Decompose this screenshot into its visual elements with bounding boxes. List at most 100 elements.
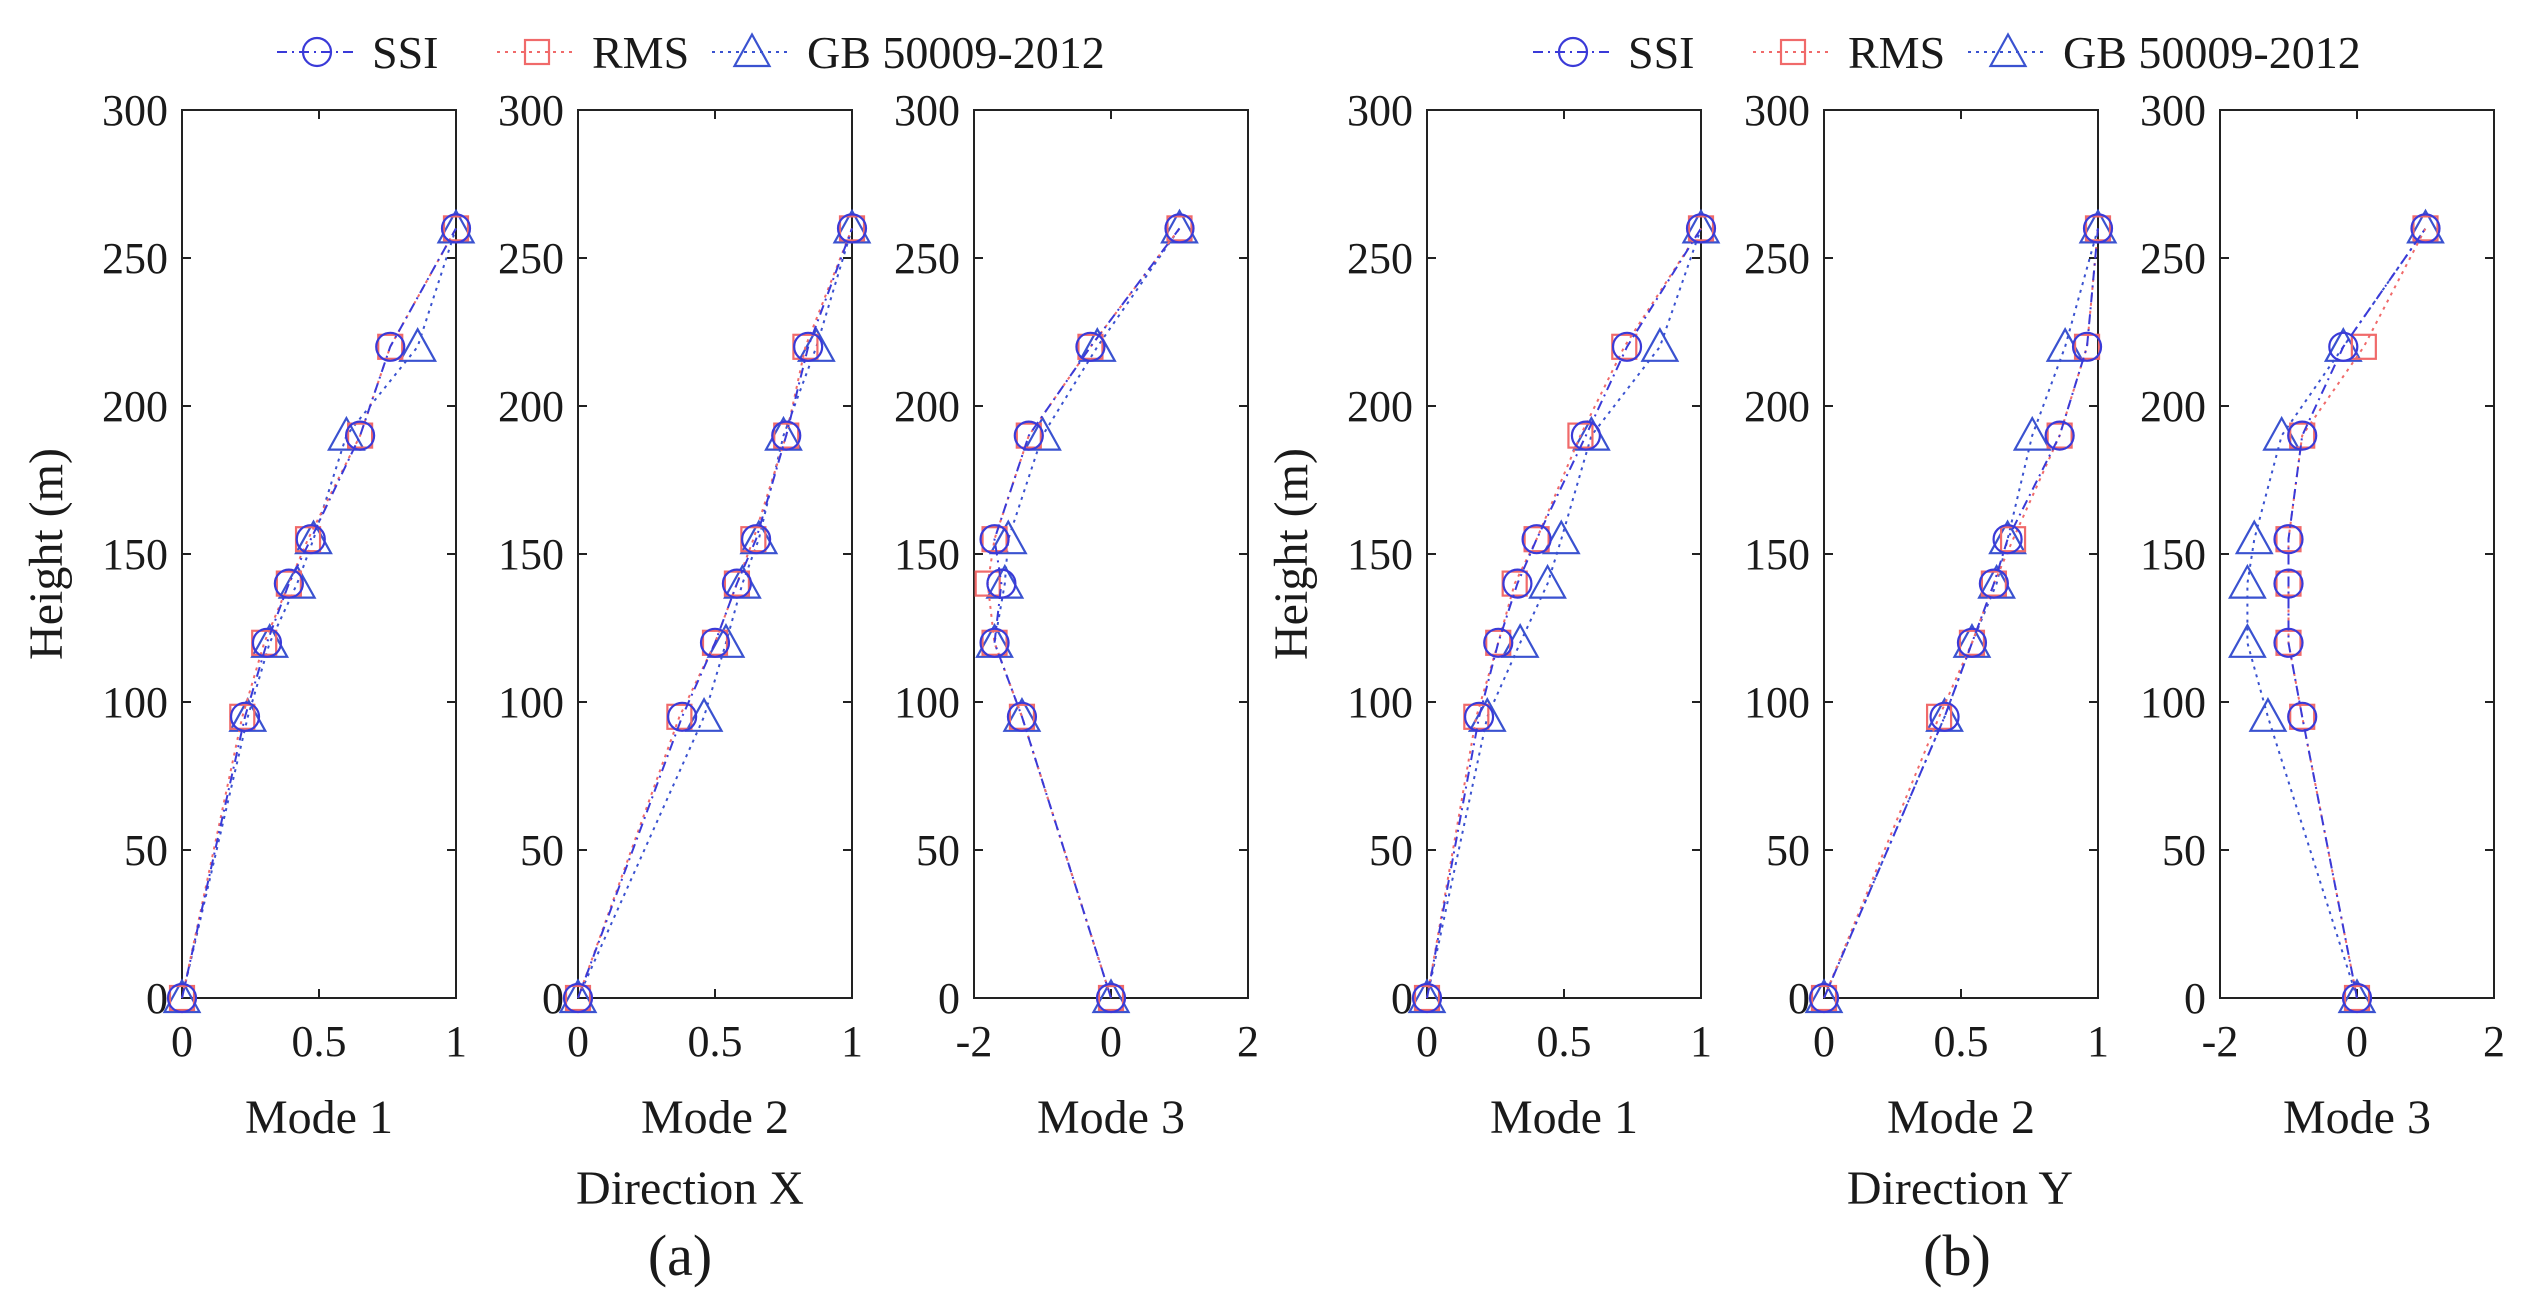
- y-tick-label: 0: [542, 974, 564, 1023]
- data-point-ssi: [2287, 701, 2318, 732]
- x-tick-label: 0.5: [688, 1017, 743, 1066]
- y-tick-label: 100: [1347, 678, 1413, 727]
- y-tick-label: 0: [2184, 974, 2206, 1023]
- series-line-rms: [577, 228, 853, 999]
- y-tick-label: 0: [1788, 974, 1810, 1023]
- data-point-rms: [2046, 422, 2073, 449]
- y-tick-label: 250: [498, 234, 564, 283]
- y-tick-label: 50: [520, 826, 564, 875]
- y-tick-label: 200: [894, 382, 960, 431]
- data-point-ssi: [979, 524, 1010, 555]
- x-tick-label: 0.5: [1537, 1017, 1592, 1066]
- data-point-rms: [2275, 629, 2302, 656]
- y-tick-label: 200: [498, 382, 564, 431]
- y-tick-label: 200: [102, 382, 168, 431]
- y-tick-label: 200: [2140, 382, 2206, 431]
- data-point-rms: [838, 215, 866, 242]
- x-axis-label: Mode 3: [2283, 1091, 2431, 1144]
- data-point-ssi: [836, 213, 868, 244]
- series-rms: [2275, 215, 2439, 1012]
- y-tick-label: 100: [102, 678, 168, 727]
- legend-label: SSI: [1628, 27, 1694, 78]
- data-point-ssi: [699, 627, 731, 658]
- data-point-rms: [347, 422, 374, 449]
- data-point-rms: [2350, 333, 2377, 360]
- y-tick-label: 50: [916, 826, 960, 875]
- series-ssi: [562, 213, 868, 1014]
- data-point-rms: [981, 526, 1008, 553]
- x-tick-label: 1: [2087, 1017, 2109, 1066]
- x-axis-label: Mode 1: [1490, 1091, 1638, 1144]
- series-rms: [1810, 215, 2112, 1012]
- data-point-rms: [1077, 333, 1104, 360]
- legend-label: GB 50009-2012: [2063, 27, 2361, 78]
- legend-label: RMS: [1848, 27, 1945, 78]
- y-tick-label: 250: [894, 234, 960, 283]
- series-line-ssi: [2287, 227, 2427, 999]
- data-point-ssi: [1075, 331, 1106, 362]
- data-point-ssi: [1808, 982, 1840, 1014]
- data-point-rms: [723, 570, 751, 597]
- series-line-rms: [1823, 228, 2099, 999]
- data-point-ssi: [979, 627, 1010, 658]
- data-point-rms: [2084, 215, 2112, 242]
- y-tick-label: 150: [1347, 530, 1413, 579]
- data-point-ssi: [345, 420, 376, 451]
- series-rms: [974, 215, 1193, 1012]
- legend-marker-square: [523, 38, 551, 66]
- direction-y-label: Direction Y: [1847, 1162, 2073, 1215]
- data-point-ssi: [986, 568, 1017, 599]
- data-point-ssi: [2341, 982, 2373, 1014]
- series-ssi: [1411, 213, 1717, 1014]
- y-tick-label: 50: [2162, 826, 2206, 875]
- data-point-rms: [1015, 422, 1042, 449]
- data-point-ssi: [2071, 331, 2103, 362]
- data-point-rms: [974, 570, 1001, 597]
- direction-x-label: Direction X: [576, 1162, 804, 1215]
- x-tick-label: 0: [171, 1017, 193, 1066]
- data-point-ssi: [1992, 524, 2023, 555]
- y-tick-label: 100: [498, 678, 564, 727]
- data-point-gb-50009-2012: [706, 623, 746, 658]
- series-ssi: [166, 213, 472, 1014]
- x-tick-label: 0.5: [292, 1017, 347, 1066]
- series-rms: [168, 215, 470, 1012]
- data-point-gb-50009-2012: [2228, 563, 2267, 599]
- data-point-rms: [2289, 422, 2316, 449]
- data-point-ssi: [2273, 524, 2304, 555]
- y-tick-label: 50: [1766, 826, 1810, 875]
- y-tick-label: 0: [938, 974, 960, 1023]
- y-tick-label: 300: [1744, 86, 1810, 135]
- y-tick-label: 150: [1744, 530, 1810, 579]
- series-ssi: [1808, 213, 2114, 1014]
- x-tick-label: -2: [956, 1017, 993, 1066]
- data-point-gb-50009-2012: [2248, 697, 2288, 732]
- data-point-ssi: [440, 213, 472, 244]
- y-tick-label: 200: [1347, 382, 1413, 431]
- data-point-ssi: [2410, 213, 2441, 244]
- series-line-ssi: [1426, 227, 1702, 999]
- legend-marker-triangle: [732, 32, 772, 68]
- x-tick-label: 0: [567, 1017, 589, 1066]
- data-point-rms: [1485, 629, 1512, 656]
- plot-frame: [1823, 109, 2099, 999]
- data-point-ssi: [375, 331, 406, 362]
- x-tick-label: 0: [1416, 1017, 1438, 1066]
- data-point-ssi: [1521, 524, 1552, 555]
- y-tick-label: 250: [2140, 234, 2206, 283]
- data-point-gb-50009-2012: [2012, 415, 2052, 451]
- x-tick-label: 1: [841, 1017, 863, 1066]
- data-point-rms: [2289, 703, 2316, 730]
- series-ssi: [2273, 213, 2441, 1014]
- x-tick-label: 0: [1813, 1017, 1835, 1066]
- data-point-ssi: [229, 701, 261, 732]
- series-gb-50009-2012: [162, 208, 476, 1014]
- data-point-rms: [981, 629, 1008, 656]
- x-tick-label: 0: [2346, 1017, 2368, 1066]
- data-point-rms: [1413, 984, 1441, 1012]
- y-tick-label: 300: [894, 86, 960, 135]
- data-point-rms: [2343, 984, 2371, 1012]
- y-tick-label: 300: [102, 86, 168, 135]
